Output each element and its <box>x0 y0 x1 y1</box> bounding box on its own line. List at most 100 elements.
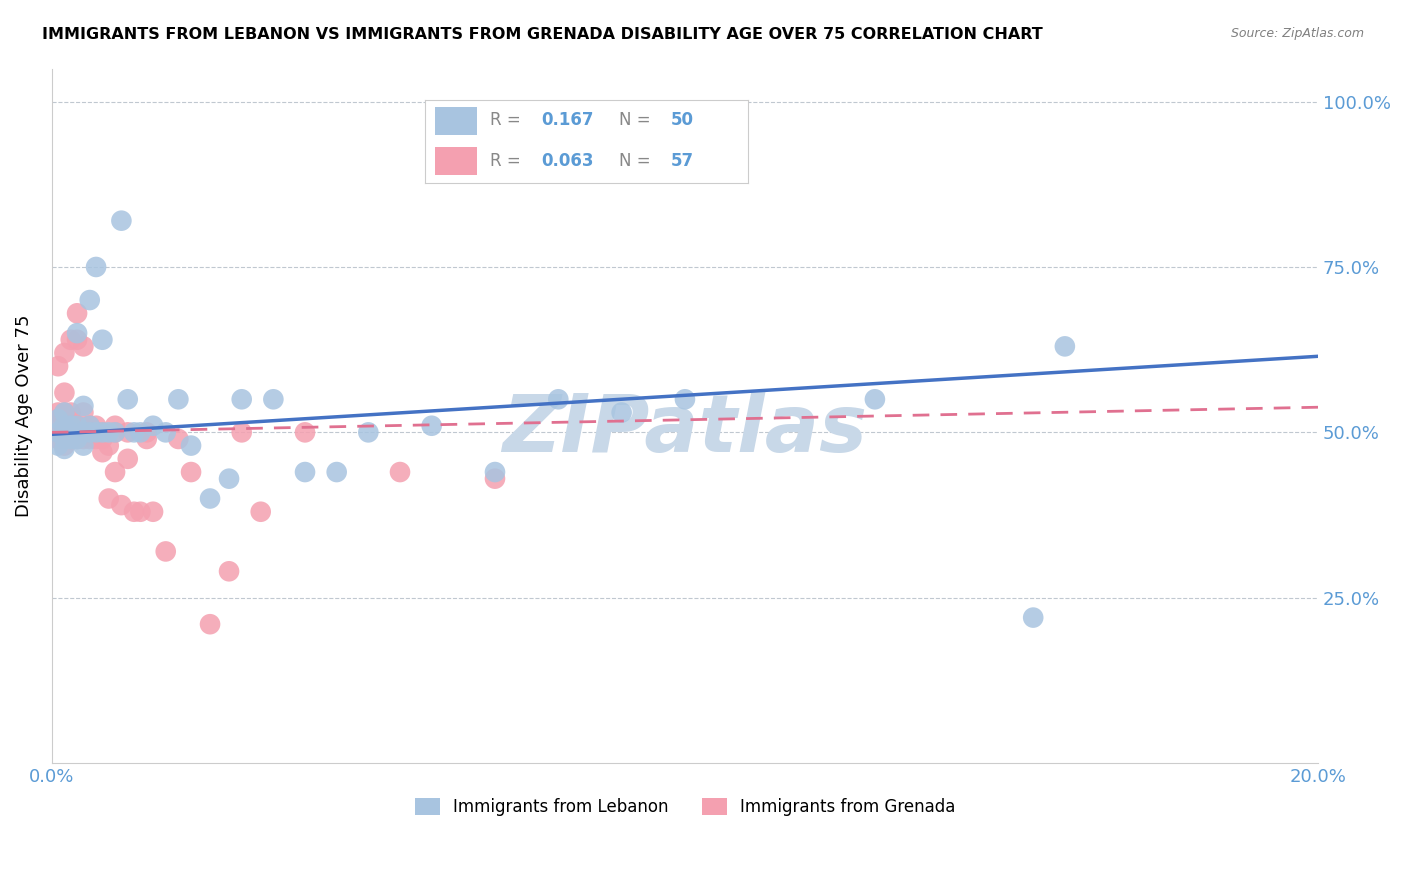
Point <box>91 432 114 446</box>
Point <box>180 465 202 479</box>
Point <box>59 333 82 347</box>
Point <box>84 425 107 440</box>
Point <box>84 432 107 446</box>
Point <box>673 392 696 407</box>
Point <box>53 432 76 446</box>
Point <box>59 405 82 419</box>
Point <box>97 439 120 453</box>
Point <box>104 418 127 433</box>
Point <box>1022 610 1045 624</box>
Point <box>198 617 221 632</box>
Point <box>53 346 76 360</box>
Point <box>72 425 94 440</box>
Point <box>198 491 221 506</box>
Point <box>46 425 69 440</box>
Point <box>110 213 132 227</box>
Point <box>59 425 82 440</box>
Point <box>122 425 145 440</box>
Point <box>72 399 94 413</box>
Y-axis label: Disability Age Over 75: Disability Age Over 75 <box>15 315 32 517</box>
Point <box>66 418 89 433</box>
Point <box>53 405 76 419</box>
Point <box>97 425 120 440</box>
Point <box>66 432 89 446</box>
Point <box>155 544 177 558</box>
Point <box>155 425 177 440</box>
Point <box>53 418 76 433</box>
Point <box>129 425 152 440</box>
Point <box>91 425 114 440</box>
Point <box>218 472 240 486</box>
Point <box>53 385 76 400</box>
Point <box>53 405 76 419</box>
Text: Source: ZipAtlas.com: Source: ZipAtlas.com <box>1230 27 1364 40</box>
Point <box>1053 339 1076 353</box>
Point <box>46 412 69 426</box>
Point <box>79 425 101 440</box>
Point <box>129 505 152 519</box>
Point <box>610 405 633 419</box>
Point <box>104 465 127 479</box>
Point <box>72 439 94 453</box>
Point <box>46 432 69 446</box>
Point <box>231 392 253 407</box>
Point <box>420 418 443 433</box>
Legend: Immigrants from Lebanon, Immigrants from Grenada: Immigrants from Lebanon, Immigrants from… <box>406 789 963 824</box>
Point <box>46 412 69 426</box>
Point <box>72 405 94 419</box>
Point <box>79 293 101 307</box>
Point <box>59 418 82 433</box>
Point <box>357 425 380 440</box>
Text: IMMIGRANTS FROM LEBANON VS IMMIGRANTS FROM GRENADA DISABILITY AGE OVER 75 CORREL: IMMIGRANTS FROM LEBANON VS IMMIGRANTS FR… <box>42 27 1043 42</box>
Point <box>79 432 101 446</box>
Point <box>53 418 76 433</box>
Point <box>547 392 569 407</box>
Point <box>325 465 347 479</box>
Point <box>231 425 253 440</box>
Point <box>53 439 76 453</box>
Point <box>117 392 139 407</box>
Point <box>104 425 127 440</box>
Point <box>218 564 240 578</box>
Point <box>53 425 76 440</box>
Point <box>84 260 107 274</box>
Point <box>66 425 89 440</box>
Point <box>79 425 101 440</box>
Point <box>142 505 165 519</box>
Point <box>91 425 114 440</box>
Point <box>66 326 89 340</box>
Point <box>91 445 114 459</box>
Point <box>135 432 157 446</box>
Point <box>122 505 145 519</box>
Point <box>97 491 120 506</box>
Point <box>66 306 89 320</box>
Point <box>46 359 69 374</box>
Point <box>104 425 127 440</box>
Point <box>53 432 76 446</box>
Point <box>262 392 284 407</box>
Point <box>72 339 94 353</box>
Point <box>66 418 89 433</box>
Point <box>72 425 94 440</box>
Point <box>167 392 190 407</box>
Point <box>79 418 101 433</box>
Point <box>484 472 506 486</box>
Point <box>66 432 89 446</box>
Point <box>46 425 69 440</box>
Point <box>53 425 76 440</box>
Point <box>46 439 69 453</box>
Text: ZIPatlas: ZIPatlas <box>502 391 868 468</box>
Point <box>91 333 114 347</box>
Point <box>180 439 202 453</box>
Point <box>84 418 107 433</box>
Point <box>294 425 316 440</box>
Point <box>59 432 82 446</box>
Point <box>46 405 69 419</box>
Point <box>59 425 82 440</box>
Point <box>53 442 76 456</box>
Point <box>66 333 89 347</box>
Point <box>484 465 506 479</box>
Point <box>79 418 101 433</box>
Point <box>117 425 139 440</box>
Point <box>117 451 139 466</box>
